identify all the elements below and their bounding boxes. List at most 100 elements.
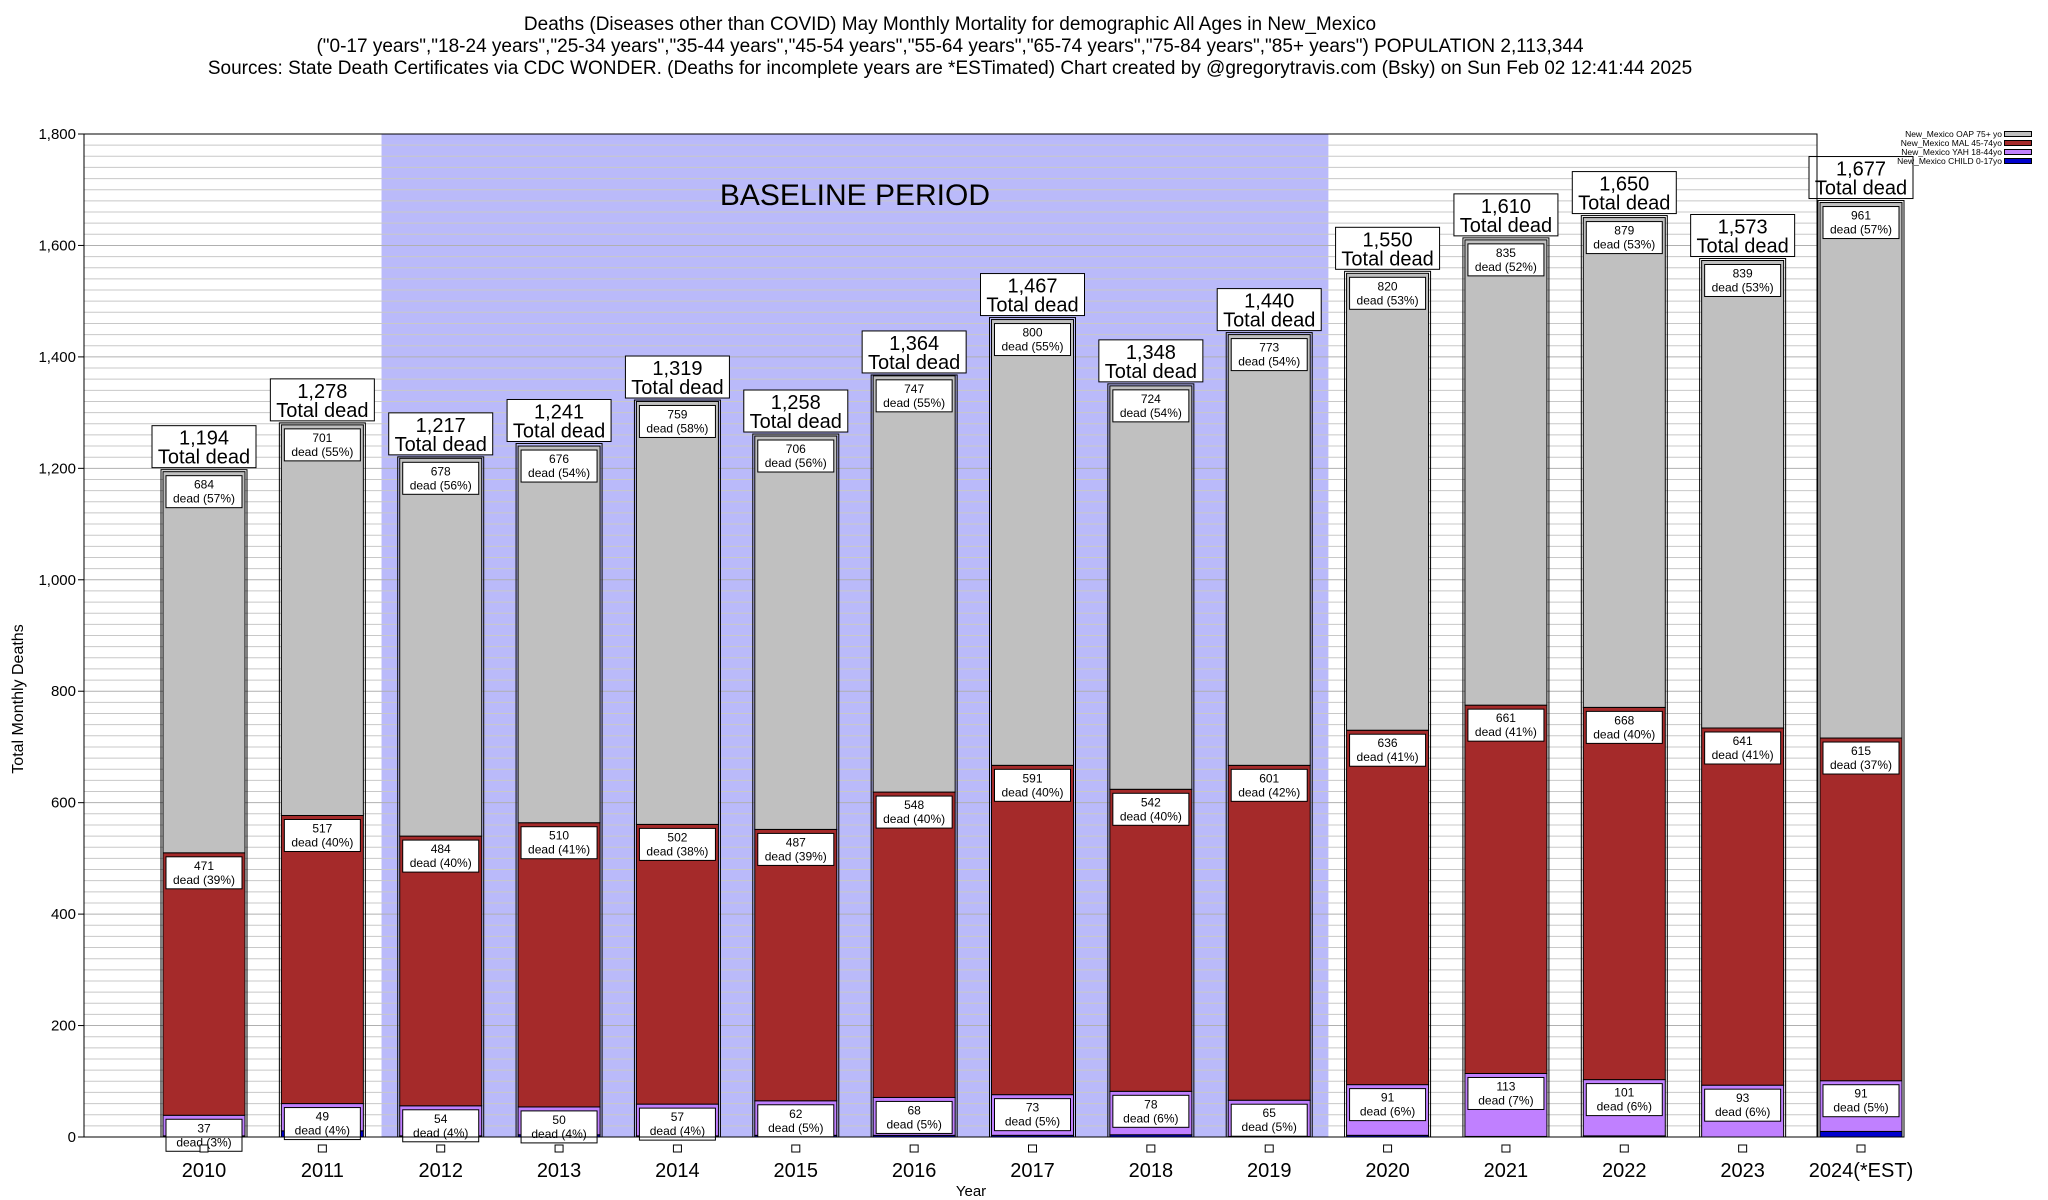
segment-percent-mal: dead (40%) [1001, 785, 1063, 799]
segment-value-oap: 747 [904, 382, 924, 396]
total-suffix: Total dead [1341, 248, 1433, 270]
segment-percent-mal: dead (41%) [1712, 748, 1774, 762]
total-value: 1,258 [771, 392, 821, 414]
legend: New_Mexico OAP 75+ yo New_Mexico MAL 45-… [1850, 129, 2036, 166]
segment-value-yah: 54 [434, 1112, 448, 1126]
bar-mal-2014 [635, 823, 719, 1105]
segment-percent-mal: dead (40%) [883, 812, 945, 826]
segment-label-box-oap [1585, 221, 1663, 255]
total-value: 1,364 [889, 333, 939, 355]
x-tick-label: 2014 [655, 1160, 700, 1182]
segment-label-box-oap [1112, 389, 1190, 423]
legend-label-yah: New_Mexico YAH 18-44yo [1901, 147, 2002, 157]
segment-value-yah: 113 [1496, 1079, 1515, 1093]
segment-label-box-yah [638, 1107, 716, 1141]
y-tick-label: 200 [51, 1018, 76, 1035]
bar-oap-2011 [280, 424, 364, 816]
segment-value-oap: 759 [667, 407, 687, 421]
segment-percent-yah: dead (5%) [1005, 1115, 1060, 1129]
bar-mal-2013 [517, 822, 601, 1108]
legend-item-oap: New_Mexico OAP 75+ yo [1850, 129, 2036, 139]
segment-percent-mal: dead (38%) [646, 844, 708, 858]
bar-outline-2024(*EST) [1817, 200, 1905, 1138]
segment-value-mal: 615 [1851, 744, 1871, 758]
segment-label-box-yah [1467, 1076, 1545, 1110]
y-tick-label: 1,200 [38, 460, 76, 477]
segment-value-mal: 601 [1259, 771, 1279, 785]
total-suffix: Total dead [276, 400, 368, 422]
segment-value-oap: 684 [194, 478, 214, 492]
x-tick-label: 2024(*EST) [1809, 1160, 1914, 1182]
bar-mal-2015 [754, 828, 838, 1102]
zero-marker [317, 1144, 327, 1153]
segment-label-box-mal [402, 839, 480, 873]
segment-percent-yah: dead (6%) [1123, 1111, 1178, 1125]
zero-marker [1619, 1144, 1629, 1153]
segment-percent-yah: dead (4%) [531, 1127, 586, 1141]
plot-border [83, 133, 1818, 1138]
bar-oap-2010 [162, 471, 246, 854]
segment-percent-oap: dead (54%) [1238, 355, 1300, 369]
total-label-box [1453, 193, 1559, 237]
segment-percent-mal: dead (39%) [173, 873, 235, 887]
segment-percent-yah: dead (3%) [176, 1135, 231, 1149]
total-suffix: Total dead [631, 377, 723, 399]
segment-percent-oap: dead (58%) [646, 421, 708, 435]
segment-label-box-yah [520, 1110, 598, 1144]
legend-label-mal: New_Mexico MAL 45-74yo [1900, 138, 2002, 148]
chart-title-line-2: ("0-17 years","18-24 years","25-34 years… [316, 36, 1584, 57]
total-suffix: Total dead [1105, 361, 1197, 383]
segment-value-mal: 510 [549, 829, 569, 843]
x-tick-label: 2011 [301, 1160, 344, 1182]
segment-label-box-yah [1704, 1088, 1782, 1122]
legend-label-oap: New_Mexico OAP 75+ yo [1905, 129, 2002, 139]
segment-label-box-oap [402, 461, 480, 495]
segment-value-mal: 471 [194, 859, 214, 873]
segment-label-box-mal [757, 832, 835, 866]
segment-value-yah: 57 [671, 1110, 685, 1124]
segment-percent-oap: dead (54%) [1120, 406, 1182, 420]
segment-percent-yah: dead (4%) [295, 1124, 350, 1138]
bar-oap-2012 [399, 457, 483, 837]
segment-percent-mal: dead (41%) [1357, 750, 1419, 764]
legend-swatch-child [2004, 158, 2032, 164]
x-axis-label: Year [955, 1183, 987, 1200]
segment-label-box-oap [638, 404, 716, 438]
bar-oap-2019 [1227, 334, 1311, 766]
bar-oap-2013 [517, 445, 601, 824]
segment-label-box-mal [165, 856, 243, 890]
bar-oap-2017 [991, 319, 1074, 766]
y-tick-label: 800 [51, 683, 76, 700]
segment-label-box-mal [1112, 792, 1190, 826]
segment-percent-oap: dead (56%) [765, 456, 827, 470]
bar-oap-2016 [872, 375, 956, 793]
segment-value-mal: 487 [786, 835, 806, 849]
x-tick-label: 2012 [418, 1160, 463, 1182]
segment-label-box-yah [1585, 1083, 1663, 1117]
segment-value-oap: 678 [431, 464, 451, 478]
segment-percent-yah: dead (5%) [886, 1117, 941, 1131]
y-tick-label: 1,800 [38, 126, 76, 143]
total-value: 1,348 [1126, 342, 1176, 364]
bar-oap-2014 [635, 400, 719, 825]
zero-marker [1856, 1144, 1866, 1153]
segment-value-oap: 773 [1259, 341, 1279, 355]
segment-percent-yah: dead (5%) [1242, 1120, 1297, 1134]
segment-label-box-oap [1704, 263, 1782, 297]
total-suffix: Total dead [1696, 235, 1788, 257]
total-label-box [1808, 156, 1914, 200]
x-tick-label: 2015 [774, 1160, 819, 1182]
segment-value-mal: 641 [1733, 734, 1753, 748]
segment-value-mal: 548 [904, 798, 924, 812]
total-value: 1,241 [534, 401, 584, 423]
legend-label-child: New_Mexico CHILD 0-17yo [1897, 156, 2002, 166]
total-value: 1,440 [1244, 291, 1294, 313]
segment-value-oap: 961 [1851, 209, 1871, 223]
segment-value-oap: 820 [1378, 279, 1398, 293]
total-value: 1,217 [416, 415, 466, 437]
x-tick-label: 2023 [1720, 1160, 1765, 1182]
zero-marker [791, 1144, 801, 1153]
total-value: 1,610 [1481, 196, 1531, 218]
segment-label-box-oap [994, 323, 1071, 357]
segment-label-box-mal [994, 768, 1071, 802]
